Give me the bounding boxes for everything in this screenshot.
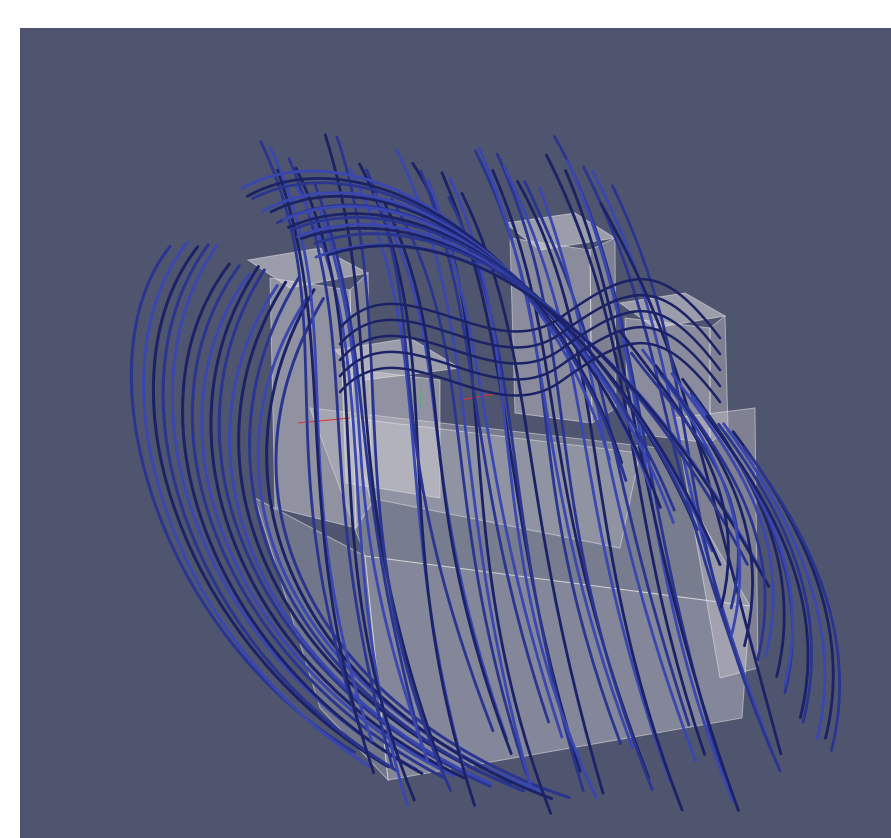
streamline bbox=[319, 210, 429, 762]
streamline bbox=[722, 422, 827, 741]
streamline bbox=[566, 159, 735, 803]
streamline bbox=[447, 195, 585, 793]
streamline-wave bbox=[338, 325, 722, 388]
streamline bbox=[200, 272, 456, 778]
streamline bbox=[641, 348, 742, 636]
streamline bbox=[326, 244, 771, 588]
streamline bbox=[151, 245, 390, 769]
streamline bbox=[294, 166, 416, 802]
streamline bbox=[246, 177, 624, 464]
streamline-wave bbox=[338, 341, 722, 404]
streamline-wave bbox=[338, 309, 722, 372]
streamline bbox=[217, 268, 492, 788]
streamline bbox=[268, 146, 374, 742]
streamline bbox=[390, 197, 528, 776]
streamline-wave bbox=[338, 277, 722, 340]
streamlines-group bbox=[130, 133, 841, 815]
streamline bbox=[705, 414, 810, 719]
streamline bbox=[383, 202, 513, 756]
streamline bbox=[523, 180, 691, 727]
streamline bbox=[503, 165, 672, 783]
y-axis-line bbox=[419, 377, 423, 409]
streamline bbox=[582, 165, 761, 721]
3d-scene[interactable] bbox=[20, 28, 891, 838]
streamline bbox=[274, 297, 571, 800]
render-viewport[interactable] bbox=[20, 28, 891, 838]
streamline bbox=[662, 374, 767, 662]
streamline bbox=[291, 216, 699, 531]
streamline-wave bbox=[338, 293, 722, 356]
streamline bbox=[670, 372, 775, 658]
streamline bbox=[742, 446, 841, 752]
streamline bbox=[477, 146, 634, 750]
streamline bbox=[717, 422, 813, 724]
streamline bbox=[209, 265, 466, 780]
streamline bbox=[495, 152, 654, 791]
streamline bbox=[335, 135, 453, 792]
streamline bbox=[161, 243, 400, 773]
streamline bbox=[591, 169, 773, 750]
streamline bbox=[544, 153, 706, 756]
streamline bbox=[618, 330, 730, 609]
streamline bbox=[516, 179, 684, 812]
streamline bbox=[276, 168, 376, 774]
streamline bbox=[365, 168, 495, 733]
streamline bbox=[313, 232, 749, 566]
streamline bbox=[181, 262, 424, 775]
streamline bbox=[259, 140, 365, 739]
streamline bbox=[142, 241, 371, 768]
streamline bbox=[228, 284, 493, 785]
